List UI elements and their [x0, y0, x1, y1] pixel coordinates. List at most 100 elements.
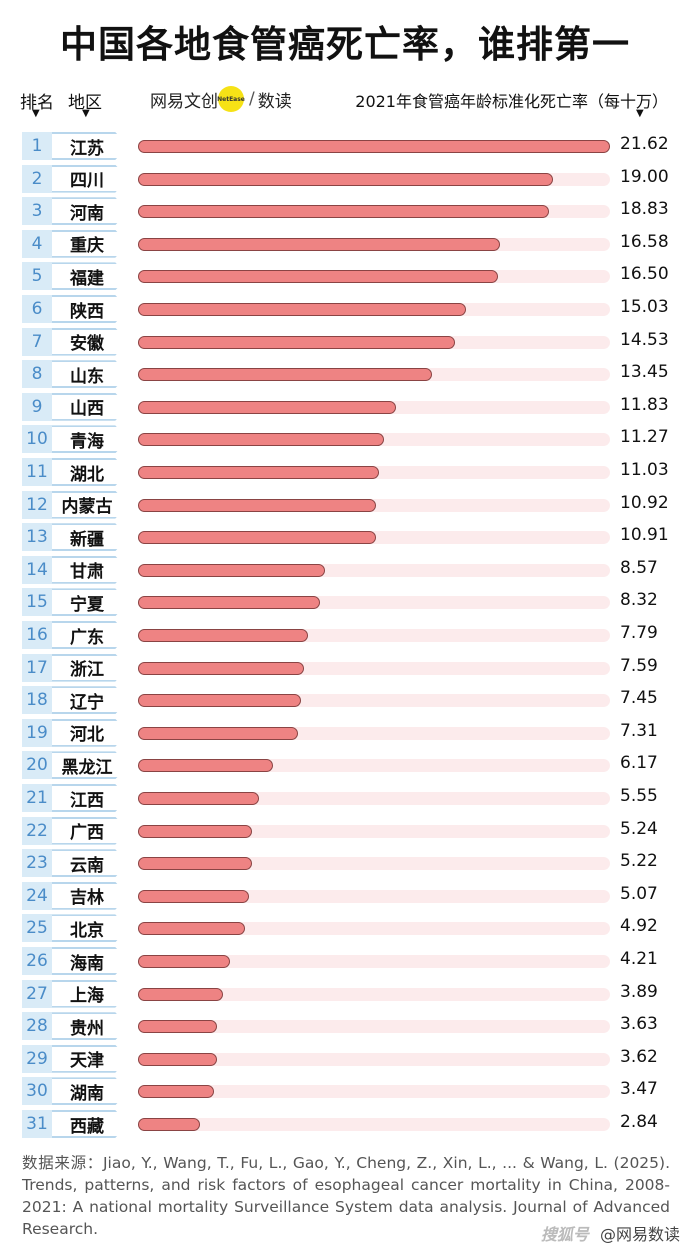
bar: [138, 1020, 217, 1034]
bar-track: [138, 922, 610, 936]
rank-number: 23: [22, 849, 52, 878]
region-label: 吉林: [70, 888, 104, 909]
bar: [138, 889, 249, 903]
region-label: 湖北: [70, 464, 104, 485]
region-label: 安徽: [70, 334, 104, 355]
bar: [138, 531, 376, 545]
bar-track: [138, 889, 610, 903]
rank-number: 10: [22, 425, 52, 454]
bar: [138, 824, 252, 838]
metric-header-arrow-icon: ▼: [636, 108, 644, 119]
region-label: 河南: [70, 203, 104, 224]
value-label: 7.45: [620, 688, 658, 709]
bar: [138, 694, 301, 708]
value-label: 10.91: [620, 525, 669, 546]
bar: [138, 596, 320, 610]
brand-sub: 数读: [257, 91, 292, 112]
rank-number: 2: [22, 164, 52, 193]
value-label: 3.47: [620, 1079, 658, 1100]
region-label: 上海: [70, 986, 104, 1007]
rank-number: 18: [22, 686, 52, 715]
region-label: 天津: [70, 1051, 104, 1072]
bar: [138, 303, 466, 316]
bar-row: 25 北京 4.92: [0, 913, 690, 943]
region-label: 广东: [70, 627, 104, 648]
region-label: 西藏: [70, 1116, 104, 1137]
rank-number: 26: [22, 947, 52, 975]
region-header: 地区: [68, 93, 102, 113]
value-label: 5.55: [620, 786, 658, 806]
bar-row: 28 贵州 3.63: [0, 1011, 690, 1041]
value-label: 10.92: [620, 492, 669, 513]
region-label: 河北: [70, 725, 104, 746]
bar-row: 7 安徽 14.53: [0, 327, 690, 357]
region-label: 宁夏: [70, 594, 104, 615]
bar: [138, 955, 230, 968]
value-label: 7.59: [620, 655, 658, 676]
region-label: 内蒙古: [61, 497, 113, 518]
value-label: 3.63: [620, 1014, 658, 1035]
bar-row: 5 福建 16.50: [0, 261, 690, 291]
bar: [138, 270, 498, 284]
region-label: 黑龙江: [61, 757, 113, 778]
region-label: 甘肃: [70, 562, 104, 583]
value-label: 16.50: [620, 264, 669, 285]
bar-row: 23 云南 5.22: [0, 848, 690, 878]
bar: [138, 792, 259, 805]
bar: [138, 498, 376, 512]
value-label: 11.03: [620, 460, 669, 480]
value-label: 6.17: [620, 753, 658, 774]
bar-track: [138, 1085, 610, 1099]
bar-track: [138, 1052, 610, 1066]
rank-number: 25: [22, 914, 52, 943]
value-label: 14.53: [620, 329, 669, 350]
region-label: 浙江: [70, 660, 104, 681]
rank-number: 6: [22, 295, 52, 323]
bar-row: 15 宁夏 8.32: [0, 587, 690, 617]
bar-track: [138, 1020, 610, 1034]
region-label: 北京: [70, 920, 104, 941]
bar-row: 3 河南 18.83: [0, 196, 690, 226]
rank-number: 11: [22, 458, 52, 486]
bar-row: 31 西藏 2.84: [0, 1109, 690, 1139]
bar-row: 30 湖南 3.47: [0, 1076, 690, 1106]
bar: [138, 172, 553, 186]
bar: [138, 1118, 200, 1131]
region-label: 陕西: [70, 301, 104, 322]
bar: [138, 237, 500, 251]
region-label: 江西: [70, 790, 104, 811]
bar-row: 18 辽宁 7.45: [0, 685, 690, 715]
bar-row: 27 上海 3.89: [0, 979, 690, 1009]
bar-row: 11 湖北 11.03: [0, 457, 690, 487]
brand-name: 网易文创: [150, 91, 218, 112]
bar: [138, 563, 325, 577]
rank-number: 1: [22, 132, 52, 160]
bar: [138, 400, 396, 414]
region-label: 辽宁: [70, 692, 104, 713]
rank-number: 21: [22, 784, 52, 812]
value-label: 15.03: [620, 297, 669, 317]
watermark-account: @网易数读: [599, 1225, 680, 1244]
value-label: 5.22: [620, 851, 658, 872]
rank-number: 12: [22, 490, 52, 519]
region-label: 湖南: [70, 1083, 104, 1104]
rank-number: 28: [22, 1012, 52, 1041]
bar: [138, 987, 223, 1001]
bar-row: 16 广东 7.79: [0, 620, 690, 650]
value-label: 7.79: [620, 623, 658, 643]
rank-number: 16: [22, 621, 52, 649]
rank-number: 7: [22, 327, 52, 356]
value-label: 8.32: [620, 590, 658, 611]
value-label: 5.24: [620, 818, 658, 839]
value-label: 5.07: [620, 883, 658, 904]
region-label: 广西: [70, 823, 104, 844]
bar-row: 19 河北 7.31: [0, 718, 690, 748]
bar-row: 2 四川 19.00: [0, 164, 690, 194]
rank-number: 24: [22, 881, 52, 910]
region-label: 江苏: [70, 138, 104, 159]
region-label: 山西: [70, 399, 104, 420]
value-label: 8.57: [620, 557, 658, 578]
value-label: 18.83: [620, 199, 669, 220]
bar-row: 24 吉林 5.07: [0, 881, 690, 911]
rank-number: 17: [22, 653, 52, 682]
